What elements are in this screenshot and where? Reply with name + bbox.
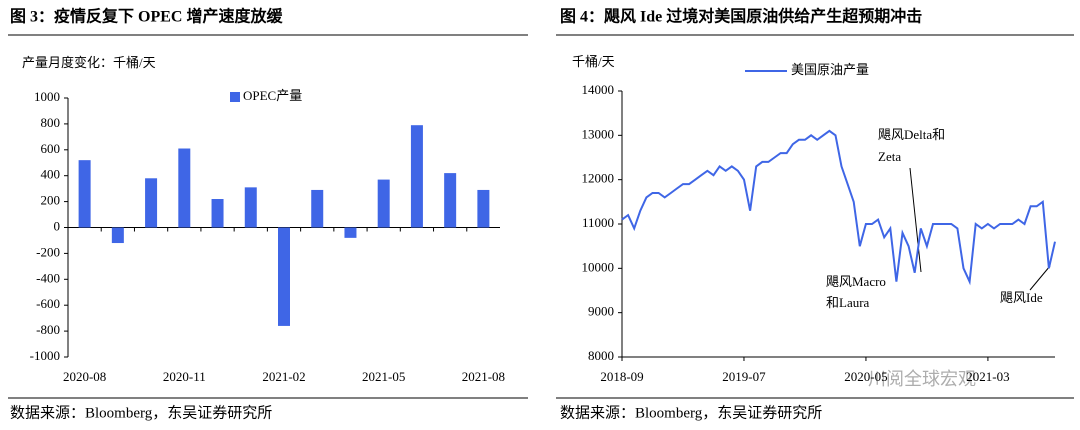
bar (78, 160, 91, 228)
x-tick-label: 2020-05 (844, 369, 887, 384)
watermark: 川阅全球宏观 (868, 369, 976, 389)
source: 数据来源：Bloomberg，东吴证券研究所 (10, 404, 272, 421)
bar (477, 189, 490, 228)
x-tick-label: 2021-03 (966, 369, 1009, 384)
y-tick-label: 0 (54, 218, 61, 233)
legend-label: OPEC产量 (243, 88, 302, 103)
source: 数据来源：Bloomberg，东吴证券研究所 (560, 404, 822, 421)
legend-swatch (230, 92, 240, 102)
x-tick-label: 2018-09 (600, 369, 643, 384)
annotation: Zeta (878, 149, 901, 164)
y-tick-label: 800 (41, 115, 61, 130)
bar (244, 187, 257, 228)
bar (278, 227, 290, 326)
y-axis-label: 产量月度变化：千桶/天 (22, 55, 156, 70)
y-tick-label: 400 (41, 167, 61, 182)
x-tick-label: 2021-02 (262, 369, 305, 384)
chart-title: 图 3：疫情反复下 OPEC 增产速度放缓 (10, 7, 283, 26)
bar (377, 179, 390, 228)
y-tick-label: 200 (41, 193, 61, 208)
y-tick-label: -600 (36, 296, 60, 311)
bar (111, 227, 124, 244)
x-tick-label: 2019-07 (722, 369, 766, 384)
y-tick-label: -200 (36, 244, 60, 259)
annotation-arrow (909, 167, 922, 273)
bar (311, 189, 324, 228)
y-tick-label: 9000 (588, 304, 614, 319)
annotation: 和Laura (826, 295, 870, 310)
annotation: 飓风Ide (1000, 290, 1043, 305)
y-axis-label: 千桶/天 (572, 54, 615, 69)
y-tick-label: 10000 (582, 259, 615, 274)
y-tick-label: 600 (41, 141, 61, 156)
chart-title: 图 4：飓风 Ide 过境对美国原油供给产生超预期冲击 (560, 7, 922, 26)
bar (145, 178, 158, 228)
y-tick-label: 14000 (582, 82, 615, 97)
y-tick-label: 11000 (582, 215, 614, 230)
y-tick-label: 1000 (34, 89, 60, 104)
y-tick-label: 13000 (582, 126, 615, 141)
annotation: 飓风Delta和 (878, 127, 945, 142)
bar (410, 125, 423, 228)
annotation: 飓风Macro (826, 274, 886, 289)
bar (344, 227, 357, 238)
annotation-arrow (1029, 265, 1051, 291)
legend-label: 美国原油产量 (791, 62, 869, 77)
y-tick-label: -800 (36, 322, 60, 337)
bar (444, 173, 457, 228)
y-tick-label: -400 (36, 270, 60, 285)
bar (211, 199, 224, 228)
line (621, 129, 1056, 286)
x-tick-label: 2021-05 (362, 369, 405, 384)
x-tick-label: 2020-08 (63, 369, 106, 384)
x-tick-label: 2020-11 (163, 369, 206, 384)
y-tick-label: -1000 (30, 348, 60, 363)
bar (178, 148, 191, 228)
y-tick-label: 12000 (582, 171, 615, 186)
x-tick-label: 2021-08 (462, 369, 505, 384)
y-tick-label: 8000 (588, 348, 614, 363)
